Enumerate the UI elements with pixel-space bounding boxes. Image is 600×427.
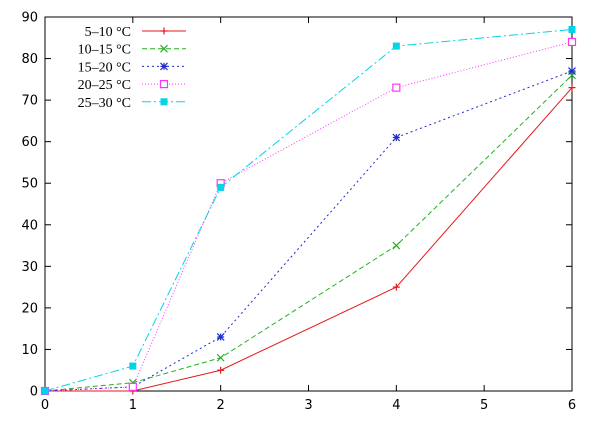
data-point-star bbox=[216, 333, 225, 341]
legend-label: 15–20 °C bbox=[78, 60, 131, 75]
data-point-filled-square bbox=[160, 98, 168, 106]
y-tick-label: 0 bbox=[30, 385, 38, 400]
x-tick-label: 6 bbox=[568, 398, 576, 413]
legend-item: 15–20 °C bbox=[78, 60, 186, 75]
series-line bbox=[44, 70, 573, 392]
x-tick-label: 4 bbox=[392, 398, 400, 413]
data-point-star bbox=[568, 67, 576, 75]
series-5 bbox=[41, 25, 576, 395]
y-tick-label: 70 bbox=[21, 94, 38, 109]
data-point-cross bbox=[160, 44, 168, 53]
legend-label: 10–15 °C bbox=[78, 43, 131, 58]
x-tick-label: 5 bbox=[480, 398, 488, 413]
y-tick-label: 20 bbox=[21, 301, 38, 316]
series-2 bbox=[41, 71, 576, 395]
legend-item: 5–10 °C bbox=[85, 25, 186, 40]
legend-label: 25–30 °C bbox=[78, 96, 131, 111]
data-point-cross bbox=[392, 241, 401, 250]
x-tick-label: 2 bbox=[217, 398, 225, 413]
data-point-star bbox=[160, 62, 168, 71]
legend-item: 10–15 °C bbox=[78, 43, 186, 58]
data-point-filled-square bbox=[568, 25, 576, 33]
data-point-filled-square bbox=[217, 183, 225, 191]
y-tick-label: 10 bbox=[21, 343, 38, 358]
y-tick-label: 30 bbox=[21, 260, 38, 275]
series-1 bbox=[41, 84, 576, 395]
data-point-filled-square bbox=[41, 387, 49, 395]
x-tick-label: 3 bbox=[304, 398, 312, 413]
data-point-square bbox=[159, 79, 169, 89]
data-point-plus bbox=[160, 27, 168, 35]
legend-item: 20–25 °C bbox=[78, 78, 186, 93]
y-tick-label: 40 bbox=[21, 218, 38, 233]
y-tick-label: 60 bbox=[21, 135, 38, 150]
series-line bbox=[45, 87, 573, 392]
x-tick-label: 1 bbox=[129, 398, 137, 413]
data-point-star bbox=[392, 133, 401, 142]
data-point-filled-square bbox=[392, 42, 400, 50]
data-point-filled-square bbox=[129, 362, 137, 370]
data-point-square bbox=[128, 382, 137, 391]
legend-label: 5–10 °C bbox=[85, 25, 131, 40]
legend-item: 25–30 °C bbox=[78, 96, 186, 111]
legend: 5–10 °C 10–15 °C 15–20 °C 20–25 °C 25–30 °C bbox=[78, 25, 186, 111]
series-layer bbox=[40, 25, 577, 396]
data-point-square bbox=[392, 83, 401, 92]
x-tick-label: 0 bbox=[41, 398, 49, 413]
series-line bbox=[44, 41, 573, 392]
data-point-plus bbox=[217, 366, 225, 374]
series-line bbox=[44, 74, 573, 392]
legend-label: 20–25 °C bbox=[78, 78, 131, 93]
data-point-square bbox=[567, 37, 577, 47]
data-point-plus bbox=[568, 84, 576, 92]
y-tick-label: 50 bbox=[21, 177, 38, 192]
y-tick-label: 80 bbox=[21, 52, 38, 67]
data-point-cross bbox=[216, 353, 225, 362]
data-point-plus bbox=[392, 283, 400, 291]
y-tick-label: 90 bbox=[21, 11, 38, 26]
